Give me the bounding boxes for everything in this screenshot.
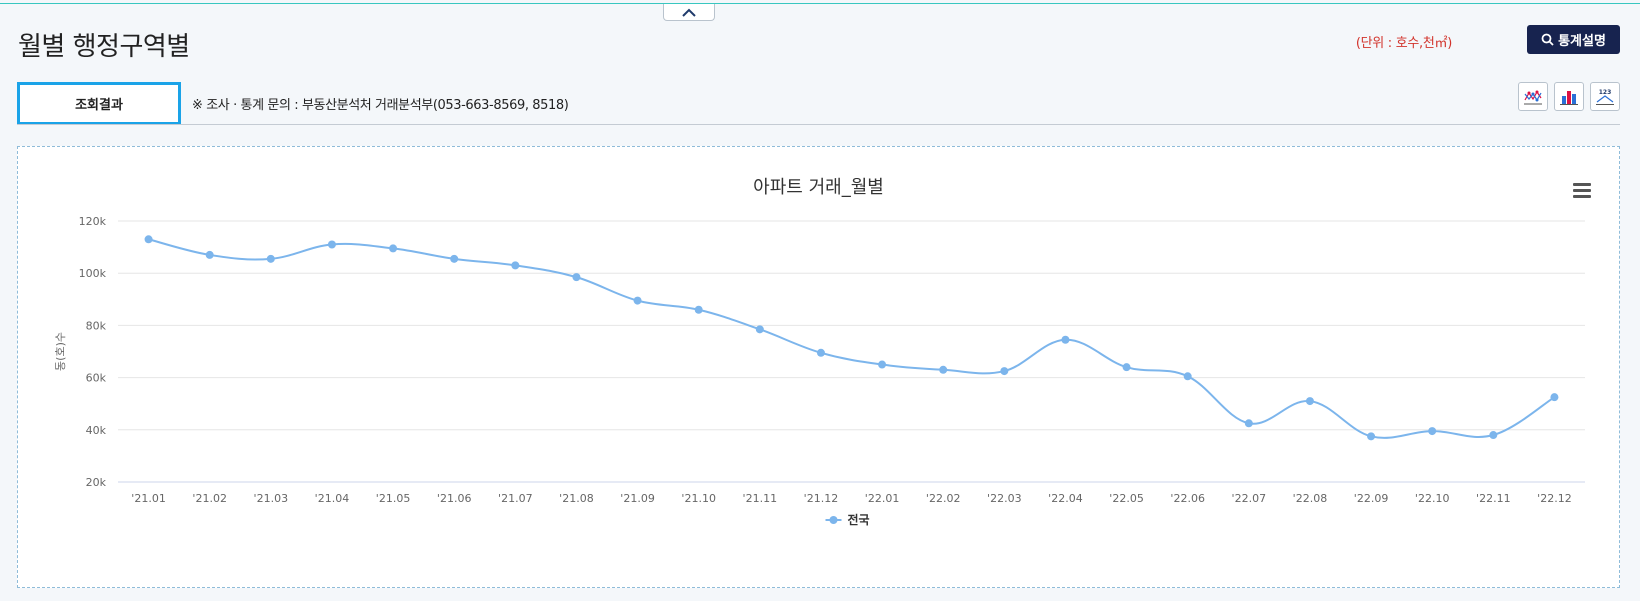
data-point (450, 254, 459, 263)
data-point (939, 365, 948, 374)
y-axis-label: 동(호)수 (54, 332, 67, 371)
x-tick-label: '21.06 (437, 492, 472, 505)
data-point (1489, 431, 1498, 440)
y-tick-label: 100k (79, 267, 107, 280)
legend-marker (829, 516, 838, 524)
data-point (755, 325, 764, 334)
x-tick-label: '22.03 (987, 492, 1022, 505)
data-point (1305, 397, 1314, 406)
x-tick-label: '21.07 (498, 492, 533, 505)
tab-result-label: 조회결과 (75, 98, 123, 113)
x-tick-label: '21.01 (131, 492, 166, 505)
unit-label: (단위 : 호수,천㎡) (1355, 36, 1452, 51)
data-point (878, 360, 887, 369)
x-tick-label: '21.09 (620, 492, 655, 505)
data-table-view-button[interactable]: 123 (1590, 82, 1620, 111)
x-tick-label: '22.12 (1537, 492, 1572, 505)
tab-result[interactable]: 조회결과 (17, 82, 181, 125)
data-point (816, 348, 825, 357)
page-title: 월별 행정구역별 (18, 32, 190, 62)
bar-chart-icon (1560, 90, 1578, 105)
data-point (511, 261, 520, 270)
data-point (266, 254, 275, 263)
data-point (1183, 372, 1192, 381)
data-point (1428, 427, 1437, 436)
data-point (389, 244, 398, 253)
y-tick-label: 80k (86, 319, 107, 332)
data-point (327, 240, 336, 249)
x-tick-label: '22.09 (1354, 492, 1389, 505)
x-tick-label: '21.03 (254, 492, 289, 505)
legend-item: 전국 (848, 512, 870, 527)
x-tick-label: '22.01 (865, 492, 900, 505)
chevron-up-icon (682, 8, 696, 17)
x-tick-label: '22.05 (1109, 492, 1144, 505)
chart-menu-icon[interactable] (1573, 183, 1591, 199)
x-tick-label: '21.12 (804, 492, 839, 505)
svg-text:123: 123 (1599, 89, 1612, 96)
x-tick-label: '22.07 (1232, 492, 1267, 505)
x-tick-label: '22.02 (926, 492, 961, 505)
line-chart-view-button[interactable] (1518, 82, 1548, 111)
data-point (144, 235, 153, 244)
x-tick-label: '21.11 (743, 492, 778, 505)
x-tick-label: '21.10 (681, 492, 716, 505)
chart-container: 아파트 거래_월별 20k 40k 60k 80k 100k 120k '21.01 '21.… (17, 146, 1620, 588)
inquiry-note: ※ 조사 · 통계 문의 : 부동산분석처 거래분석부(053-663-8569… (192, 98, 569, 113)
x-tick-label: '21.04 (315, 492, 350, 505)
search-icon (1541, 33, 1554, 46)
data-point (1244, 419, 1253, 428)
data-point (1122, 363, 1131, 372)
x-tick-label: '22.08 (1293, 492, 1328, 505)
stats-description-button[interactable]: 통계설명 (1527, 25, 1620, 54)
top-accent-line (0, 3, 1640, 4)
data-point (694, 305, 703, 314)
x-tick-label: '22.11 (1476, 492, 1511, 505)
data-table-icon: 123 (1596, 89, 1614, 105)
x-tick-label: '22.06 (1170, 492, 1205, 505)
stats-description-label: 통계설명 (1558, 34, 1606, 49)
tab-divider (17, 124, 1620, 125)
y-tick-label: 20k (86, 476, 107, 489)
bar-chart-view-button[interactable] (1554, 82, 1584, 111)
x-tick-label: '21.05 (376, 492, 411, 505)
y-tick-label: 40k (86, 424, 107, 437)
data-point (1061, 335, 1070, 344)
chart-title: 아파트 거래_월별 (753, 177, 884, 198)
x-tick-label: '22.10 (1415, 492, 1450, 505)
line-chart-icon (1524, 90, 1542, 104)
x-tick-label: '22.04 (1048, 492, 1083, 505)
data-point (205, 250, 214, 259)
data-point (1367, 432, 1376, 441)
data-point (572, 273, 581, 282)
series-line (148, 238, 1555, 439)
data-point (1550, 393, 1559, 402)
x-tick-label: '21.02 (192, 492, 227, 505)
y-tick-label: 60k (86, 372, 107, 385)
data-point (1000, 367, 1009, 376)
data-point (633, 296, 642, 305)
line-chart: 20k 40k 60k 80k 100k 120k '21.01 '21.02 '21.03 '2… (54, 215, 1585, 527)
y-tick-label: 120k (79, 215, 107, 228)
collapse-panel-button[interactable] (663, 4, 715, 21)
x-tick-label: '21.08 (559, 492, 594, 505)
